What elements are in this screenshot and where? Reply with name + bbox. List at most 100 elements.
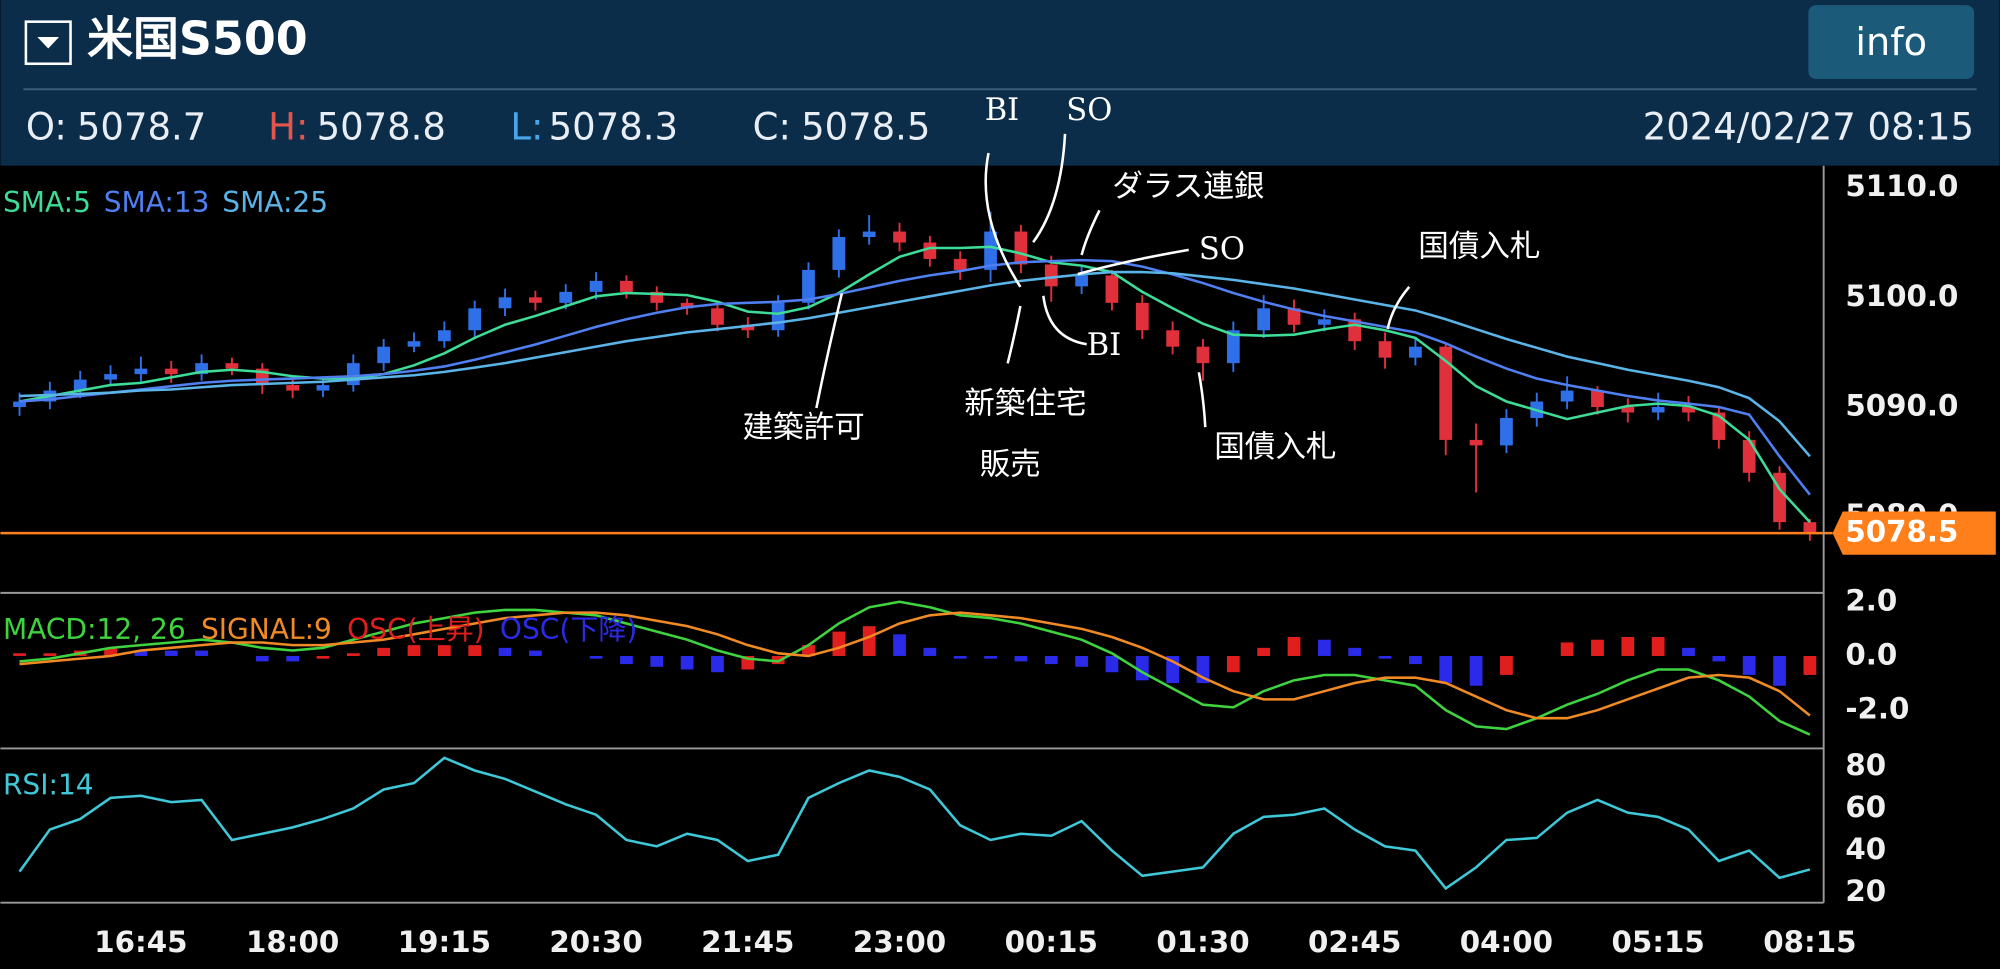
series-line — [19, 611, 1811, 720]
series-line — [18, 756, 1811, 891]
y-tick-label: 0.0 — [1845, 637, 1897, 671]
y-tick-label: 60 — [1845, 790, 1886, 824]
osc-bar — [802, 645, 815, 656]
y-tick-label: -2.0 — [1845, 692, 1909, 726]
candle-body — [529, 297, 542, 303]
candle-body — [1135, 302, 1149, 331]
candle-body — [1651, 407, 1665, 413]
candle-body — [1257, 308, 1271, 331]
pen-strokes — [815, 133, 1411, 428]
close-label: C: — [753, 105, 791, 148]
candle-body — [1196, 346, 1210, 364]
candle-body — [1469, 439, 1483, 446]
candle-body — [953, 258, 967, 270]
series-line — [19, 270, 1811, 458]
annotation: 国債入札 — [1418, 230, 1540, 265]
candle-body — [771, 302, 785, 331]
legend-entry: SIGNAL:9 — [201, 613, 332, 646]
osc-bar — [1317, 639, 1331, 656]
candle-body — [1378, 341, 1392, 358]
y-tick-label: 40 — [1845, 832, 1886, 866]
osc-bar — [1044, 655, 1058, 665]
osc-bar — [407, 645, 421, 656]
osc-bar — [1226, 655, 1240, 673]
y-tick-label: 5100.0 — [1845, 279, 1958, 313]
y-tick-label: 20 — [1845, 874, 1886, 908]
x-tick-label: 23:00 — [853, 925, 946, 959]
annotation: 国債入札 — [1214, 430, 1336, 465]
pen-stroke — [1080, 209, 1101, 256]
annotation: 販売 — [980, 448, 1041, 483]
osc-bar — [134, 650, 148, 656]
osc-bar — [1742, 655, 1756, 675]
osc-bar — [1591, 639, 1604, 656]
candle-body — [802, 269, 815, 303]
marks-layer — [0, 211, 1833, 891]
title: 米国S500 — [87, 12, 308, 66]
pen-stroke — [1032, 133, 1067, 244]
candle-body — [1742, 439, 1756, 473]
dropdown[interactable] — [24, 20, 72, 66]
annotation: 建築許可 — [742, 411, 864, 446]
candle-body — [832, 237, 846, 270]
candle-body — [164, 368, 178, 375]
dropdown-arrow[interactable] — [37, 36, 60, 49]
last-price-label: 5078.5 — [1845, 515, 1958, 549]
osc-bar — [620, 655, 633, 665]
annotation: 新築住宅 — [964, 386, 1086, 421]
candle-body — [1014, 231, 1028, 265]
legend-entry: SMA:25 — [222, 186, 328, 219]
candle-body — [1317, 319, 1331, 325]
candle-body — [73, 379, 87, 391]
x-tick-label: 18:00 — [246, 925, 339, 959]
osc-bar — [1348, 647, 1362, 656]
datetime: 2024/02/27 08:15 — [1643, 105, 1974, 148]
last-price-tag — [1832, 511, 1996, 555]
high-label: H: — [268, 105, 308, 148]
candle-body — [1044, 264, 1058, 287]
candle-body — [1226, 330, 1240, 364]
legend-entry: SMA:13 — [104, 186, 210, 219]
legend-entry: SMA:5 — [3, 186, 91, 219]
x-tick-label: 00:15 — [1005, 925, 1098, 959]
osc-bar — [1773, 655, 1786, 686]
candle-body — [893, 231, 906, 243]
y-tick-label: 80 — [1845, 748, 1886, 782]
x-tick-label: 21:45 — [701, 925, 794, 959]
dropdown-box[interactable] — [24, 20, 72, 66]
x-tick-label: 19:15 — [398, 925, 491, 959]
osc-bar — [195, 650, 208, 656]
osc-bar — [104, 647, 117, 656]
osc-bar — [1378, 655, 1392, 659]
annotation: BI — [1087, 328, 1122, 363]
candle-body — [316, 385, 330, 391]
x-tick-label: 05:15 — [1611, 925, 1704, 959]
candle-body — [711, 308, 724, 325]
osc-bar — [650, 655, 664, 667]
candle-body — [589, 280, 603, 292]
info-label[interactable]: info — [1855, 20, 1927, 65]
close-value: 5078.5 — [801, 105, 930, 148]
pen-stroke — [1386, 286, 1411, 330]
candle-body — [225, 363, 239, 369]
series-line — [19, 600, 1811, 736]
osc-bar — [953, 655, 967, 659]
annotation: SO — [1199, 232, 1245, 267]
info-button[interactable] — [1808, 5, 1975, 80]
osc-bar — [13, 653, 26, 656]
candle-body — [377, 346, 391, 364]
osc-bar — [346, 653, 360, 656]
pen-stroke — [1197, 372, 1207, 428]
osc-bar — [377, 647, 391, 656]
osc-bar — [1651, 637, 1665, 656]
osc-bar — [589, 655, 603, 659]
annotation: SO — [1066, 93, 1112, 128]
header-bg — [0, 0, 2000, 166]
osc-bar — [1014, 655, 1028, 662]
osc-bar — [1803, 655, 1817, 675]
osc-bar — [1105, 655, 1119, 673]
candle-body — [346, 363, 360, 386]
candle-body — [286, 385, 300, 391]
candle-body — [1105, 275, 1119, 303]
